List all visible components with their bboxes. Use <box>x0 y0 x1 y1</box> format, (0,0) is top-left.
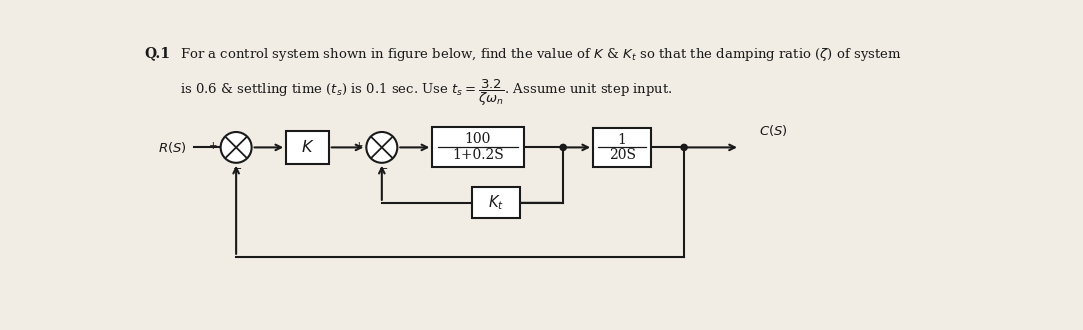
Text: For a control system shown in figure below, find the value of $K$ & $K_t$ so tha: For a control system shown in figure bel… <box>181 46 902 63</box>
Text: 20S: 20S <box>609 148 636 162</box>
Circle shape <box>366 132 397 163</box>
Text: Q.1: Q.1 <box>145 46 171 60</box>
Bar <box>432 127 524 167</box>
Bar <box>286 131 329 164</box>
Circle shape <box>221 132 251 163</box>
Text: $C(S)$: $C(S)$ <box>759 123 788 138</box>
Text: $K$: $K$ <box>301 139 314 156</box>
Text: +: + <box>354 141 363 151</box>
Text: +: + <box>209 141 218 151</box>
Text: 100: 100 <box>465 132 491 147</box>
Text: $K_t$: $K_t$ <box>487 193 504 212</box>
Text: 1: 1 <box>617 133 626 147</box>
Text: −: − <box>379 164 388 174</box>
Circle shape <box>681 144 688 150</box>
Text: is 0.6 & settling time ($t_s$) is 0.1 sec. Use $t_s = \dfrac{3.2}{\zeta\omega_n}: is 0.6 & settling time ($t_s$) is 0.1 se… <box>181 78 674 108</box>
Circle shape <box>560 144 566 150</box>
Text: $R(S)$: $R(S)$ <box>158 140 187 155</box>
Text: −: − <box>233 164 243 174</box>
Text: 1+0.2S: 1+0.2S <box>452 148 504 162</box>
Bar <box>593 128 651 167</box>
Bar <box>472 187 520 218</box>
